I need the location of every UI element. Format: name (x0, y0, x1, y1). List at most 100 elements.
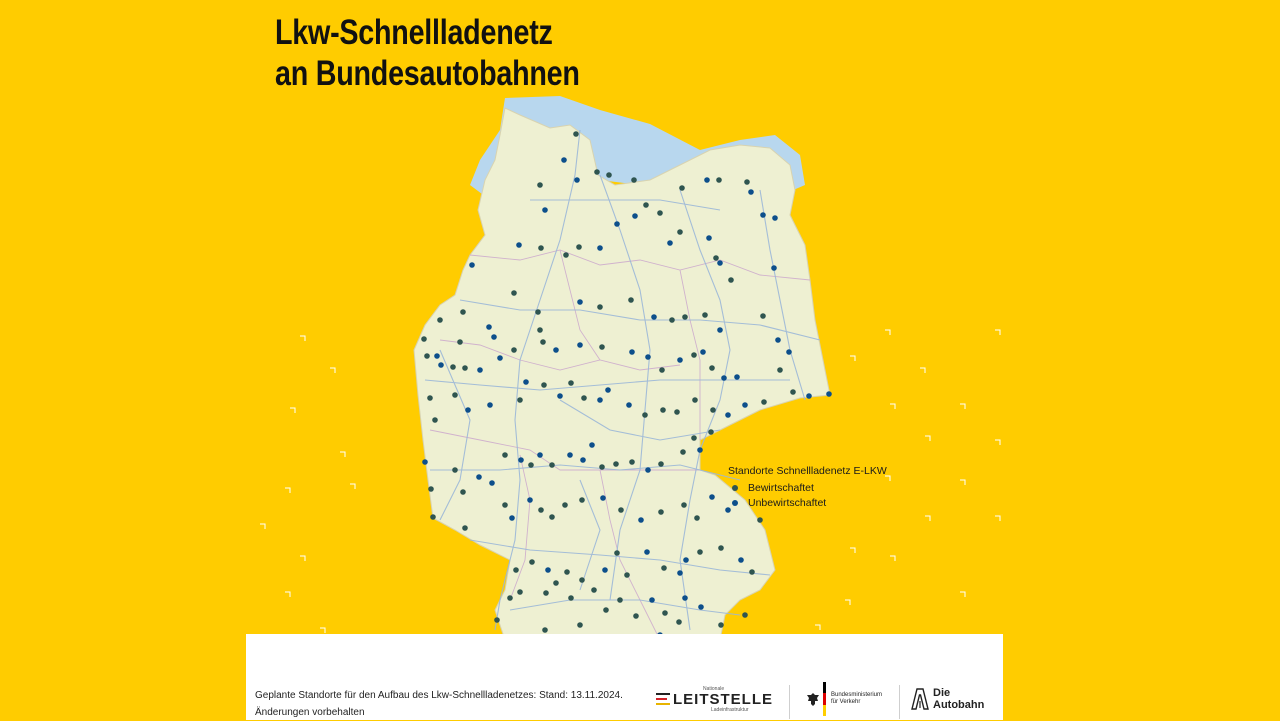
legend-label-bewirtschaftet: Bewirtschaftet (748, 482, 814, 494)
station-dot-unbewirtschaftet (649, 597, 655, 603)
autobahn-line-1: Die (933, 687, 951, 699)
station-dot-bewirtschaftet (617, 597, 623, 603)
station-dot-bewirtschaftet (511, 290, 517, 296)
station-dot-unbewirtschaftet (644, 549, 650, 555)
station-dot-bewirtschaftet (742, 612, 748, 618)
legend-dot-unbewirtschaftet (732, 500, 738, 506)
station-dot-unbewirtschaftet (434, 353, 440, 359)
station-dot-bewirtschaftet (428, 486, 434, 492)
station-dot-unbewirtschaftet (717, 327, 723, 333)
station-dot-unbewirtschaftet (523, 379, 529, 385)
station-dot-unbewirtschaftet (574, 177, 580, 183)
station-dot-bewirtschaftet (460, 309, 466, 315)
autobahn-network (424, 129, 821, 631)
station-dot-bewirtschaftet (432, 417, 438, 423)
station-dot-unbewirtschaftet (561, 157, 567, 163)
station-dot-unbewirtschaftet (721, 375, 727, 381)
station-dot-bewirtschaftet (568, 595, 574, 601)
station-dot-bewirtschaftet (563, 252, 569, 258)
station-dot-bewirtschaftet (777, 367, 783, 373)
station-dot-bewirtschaftet (708, 429, 714, 435)
station-dot-unbewirtschaftet (748, 189, 754, 195)
legend-title: Standorte Schnellladenetz E-LKW (728, 465, 887, 477)
station-dot-bewirtschaftet (694, 515, 700, 521)
station-dot-bewirtschaftet (564, 569, 570, 575)
bmv-logo: Bundesministerium für Verkehr (806, 682, 882, 716)
station-dot-bewirtschaftet (581, 395, 587, 401)
station-dot-unbewirtschaftet (491, 334, 497, 340)
station-dot-bewirtschaftet (460, 489, 466, 495)
station-dot-unbewirtschaftet (626, 402, 632, 408)
station-dot-bewirtschaftet (452, 392, 458, 398)
station-dot-bewirtschaftet (452, 467, 458, 473)
station-dot-unbewirtschaftet (738, 557, 744, 563)
station-dot-unbewirtschaftet (518, 457, 524, 463)
station-dot-bewirtschaftet (662, 610, 668, 616)
station-dot-bewirtschaftet (457, 339, 463, 345)
station-dot-bewirtschaftet (757, 517, 763, 523)
station-dot-bewirtschaftet (537, 327, 543, 333)
station-dot-bewirtschaftet (702, 312, 708, 318)
federal-eagle-icon (807, 692, 819, 706)
station-dot-unbewirtschaftet (567, 452, 573, 458)
station-dot-unbewirtschaftet (771, 265, 777, 271)
station-dot-bewirtschaftet (502, 452, 508, 458)
station-dot-bewirtschaftet (618, 507, 624, 513)
station-dot-unbewirtschaftet (697, 447, 703, 453)
station-dot-unbewirtschaftet (486, 324, 492, 330)
station-dot-unbewirtschaftet (709, 494, 715, 500)
station-dot-bewirtschaftet (424, 353, 430, 359)
station-dot-unbewirtschaftet (806, 393, 812, 399)
station-dot-unbewirtschaftet (605, 387, 611, 393)
station-dot-bewirtschaftet (658, 461, 664, 467)
autobahn-road-icon (911, 688, 929, 710)
station-dot-bewirtschaftet (681, 502, 687, 508)
station-dot-unbewirtschaftet (509, 515, 515, 521)
station-dot-unbewirtschaftet (638, 517, 644, 523)
title-line-1: Lkw-Schnellladenetz (275, 13, 553, 52)
station-dot-unbewirtschaftet (629, 349, 635, 355)
charging-stations (421, 131, 832, 643)
station-dot-bewirtschaftet (661, 565, 667, 571)
station-dot-bewirtschaftet (538, 507, 544, 513)
station-dot-unbewirtschaftet (597, 245, 603, 251)
station-dot-bewirtschaftet (599, 344, 605, 350)
station-dot-bewirtschaftet (599, 464, 605, 470)
station-dot-bewirtschaftet (760, 313, 766, 319)
station-dot-bewirtschaftet (513, 567, 519, 573)
station-dot-unbewirtschaftet (577, 342, 583, 348)
station-dot-bewirtschaftet (528, 462, 534, 468)
station-dot-bewirtschaftet (761, 399, 767, 405)
corner-marks (260, 329, 1001, 633)
title-line-2: an Bundesautobahnen (275, 54, 580, 93)
station-dot-unbewirtschaftet (537, 452, 543, 458)
station-dot-bewirtschaftet (691, 435, 697, 441)
station-dot-bewirtschaftet (633, 613, 639, 619)
station-dot-bewirtschaftet (716, 177, 722, 183)
bmv-line-1: Bundesministerium (831, 692, 883, 698)
station-dot-bewirtschaftet (660, 407, 666, 413)
station-dot-bewirtschaftet (597, 304, 603, 310)
station-dot-bewirtschaftet (691, 352, 697, 358)
legend-dot-bewirtschaftet (732, 485, 738, 491)
station-dot-bewirtschaftet (629, 459, 635, 465)
footer-panel: Geplante Standorte für den Aufbau des Lk… (246, 634, 1003, 720)
station-dot-bewirtschaftet (642, 412, 648, 418)
station-dot-unbewirtschaftet (614, 221, 620, 227)
station-dot-bewirtschaftet (562, 502, 568, 508)
station-dot-unbewirtschaftet (645, 354, 651, 360)
station-dot-unbewirtschaftet (698, 604, 704, 610)
station-dot-bewirtschaftet (657, 210, 663, 216)
logo-divider-2 (899, 685, 900, 719)
station-dot-unbewirtschaftet (632, 213, 638, 219)
station-dot-bewirtschaftet (710, 407, 716, 413)
station-dot-bewirtschaftet (576, 244, 582, 250)
station-dot-bewirtschaftet (744, 179, 750, 185)
leitstelle-small-bottom: Ladeinfrastruktur (711, 706, 749, 713)
station-dot-unbewirtschaftet (465, 407, 471, 413)
station-dot-unbewirtschaftet (542, 207, 548, 213)
station-dot-bewirtschaftet (462, 525, 468, 531)
station-dot-bewirtschaftet (749, 569, 755, 575)
station-dot-bewirtschaftet (628, 297, 634, 303)
station-dot-bewirtschaftet (427, 395, 433, 401)
